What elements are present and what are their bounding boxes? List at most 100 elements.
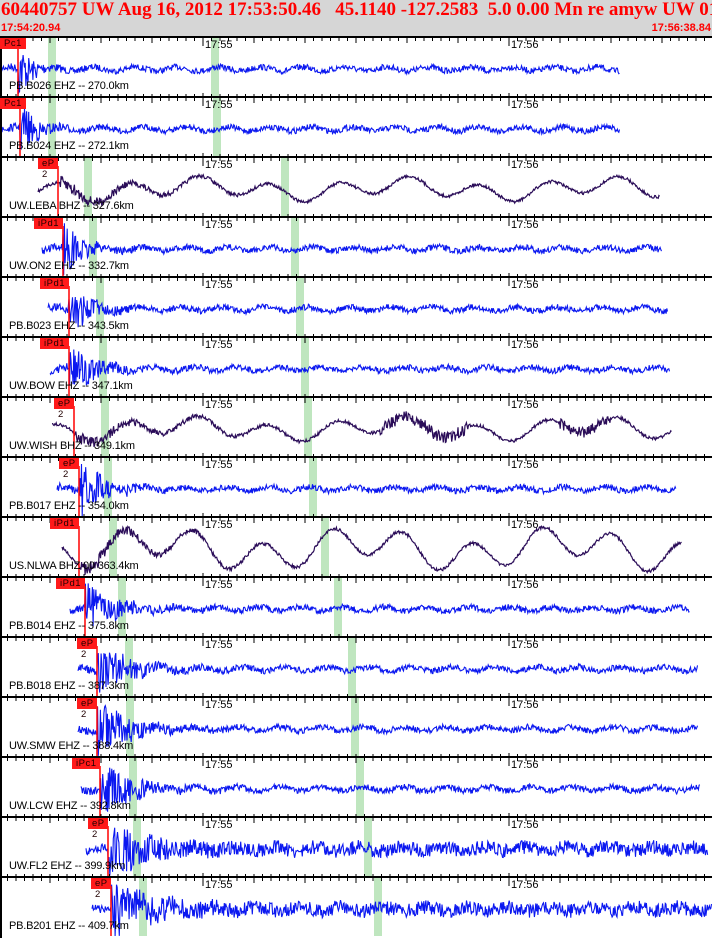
phase-pick-label[interactable]: Pc1 — [0, 98, 26, 109]
event-title: 60440757 UW Aug 16, 2012 17:53:50.46 45.… — [1, 0, 712, 20]
phase-pick-label[interactable]: eP 2 — [91, 878, 112, 900]
minute-label: 17:55 — [205, 819, 233, 831]
event-header: 60440757 UW Aug 16, 2012 17:53:50.46 45.… — [0, 0, 712, 36]
minute-label: 17:55 — [205, 159, 233, 171]
station-label: UW.BOW EHZ -- 347.1km — [9, 380, 133, 392]
minute-label: 17:56 — [511, 279, 539, 291]
phase-pick-label[interactable]: iPc1 — [72, 758, 101, 769]
minute-label: 17:56 — [511, 159, 539, 171]
minute-label: 17:56 — [511, 879, 539, 891]
waveform-trace — [0, 55, 620, 95]
waveform-trace — [49, 349, 671, 386]
station-label: UW.FL2 EHZ -- 399.9km — [9, 860, 126, 872]
waveform-trace — [0, 108, 621, 151]
waveform-trace — [51, 411, 672, 448]
minute-label: 17:55 — [205, 39, 233, 51]
station-label: US.NLWA BHZ 00 363.4km — [9, 560, 139, 572]
minute-label: 17:55 — [205, 639, 233, 651]
minute-label: 17:55 — [205, 759, 233, 771]
theoretical-arrival-marker — [334, 576, 342, 636]
window-start-time: 17:54:20.94 — [1, 22, 61, 34]
minute-label: 17:56 — [511, 639, 539, 651]
window-end-time: 17:56:38.84 — [651, 22, 711, 34]
theoretical-arrival-marker — [291, 216, 299, 276]
theoretical-arrival-marker — [374, 876, 382, 936]
minute-label: 17:55 — [205, 879, 233, 891]
station-label: PB.B023 EHZ -- 343.5km — [9, 320, 129, 332]
theoretical-arrival-marker — [109, 516, 117, 576]
theoretical-arrival-marker — [281, 156, 289, 216]
phase-pick-label[interactable]: eP 2 — [54, 398, 75, 420]
phase-pick-label[interactable]: iPd1 — [34, 218, 64, 229]
theoretical-arrival-marker — [211, 36, 219, 96]
phase-pick-label[interactable]: eP 2 — [59, 458, 80, 480]
minute-label: 17:56 — [511, 339, 539, 351]
station-label: PB.B014 EHZ -- 375.8km — [9, 620, 129, 632]
waveform-trace — [69, 583, 690, 627]
minute-label: 17:55 — [205, 459, 233, 471]
station-label: PB.B026 EHZ -- 270.0km — [9, 80, 129, 92]
minute-label: 17:55 — [205, 579, 233, 591]
station-label: PB.B024 EHZ -- 272.1km — [9, 140, 129, 152]
minute-label: 17:55 — [205, 699, 233, 711]
minute-label: 17:56 — [511, 759, 539, 771]
minute-label: 17:56 — [511, 579, 539, 591]
theoretical-arrival-marker — [356, 756, 364, 816]
station-label: UW.ON2 EHZ -- 332.7km — [9, 260, 129, 272]
station-label: UW.SMW EHZ -- 388.4km — [9, 740, 134, 752]
waveform-trace — [77, 704, 699, 756]
minute-label: 17:55 — [205, 279, 233, 291]
theoretical-arrival-marker — [301, 336, 309, 396]
minute-label: 17:55 — [205, 339, 233, 351]
minute-label: 17:56 — [511, 519, 539, 531]
station-label: UW.LEBA BHZ -- 327.6km — [9, 200, 134, 212]
minute-label: 17:55 — [205, 219, 233, 231]
station-label: PB.B018 EHZ -- 387.3km — [9, 680, 129, 692]
waveform-trace — [80, 767, 701, 812]
phase-pick-label[interactable]: eP 2 — [38, 158, 59, 180]
minute-label: 17:55 — [205, 99, 233, 111]
waveform-trace — [41, 223, 663, 276]
theoretical-arrival-marker — [213, 96, 221, 156]
phase-pick-label[interactable]: iPd1 — [56, 578, 86, 589]
phase-pick-label[interactable]: iPd1 — [40, 278, 70, 289]
theoretical-arrival-marker — [348, 636, 356, 696]
waveform-trace — [56, 463, 677, 517]
waveform-trace — [85, 827, 709, 876]
minute-label: 17:56 — [511, 699, 539, 711]
waveform-trace — [77, 652, 699, 693]
theoretical-arrival-marker — [304, 396, 312, 456]
minute-label: 17:56 — [511, 399, 539, 411]
phase-pick-label[interactable]: Pc1 — [0, 38, 26, 49]
theoretical-arrival-marker — [89, 216, 97, 276]
theoretical-arrival-marker — [321, 516, 329, 576]
waveform-canvas — [0, 36, 712, 938]
theoretical-arrival-marker — [48, 96, 56, 156]
theoretical-arrival-marker — [351, 696, 359, 756]
phase-pick-label[interactable]: eP 2 — [77, 638, 98, 660]
station-label: PB.B201 EHZ -- 409.7km — [9, 920, 129, 932]
station-label: PB.B017 EHZ -- 354.0km — [9, 500, 129, 512]
theoretical-arrival-marker — [296, 276, 304, 336]
theoretical-arrival-marker — [126, 696, 134, 756]
minute-label: 17:55 — [205, 519, 233, 531]
minute-label: 17:56 — [511, 219, 539, 231]
waveform-trace — [61, 525, 682, 575]
phase-pick-label[interactable]: iPd1 — [50, 518, 80, 529]
phase-pick-label[interactable]: eP 2 — [77, 698, 98, 720]
waveform-trace — [47, 296, 669, 328]
minute-label: 17:56 — [511, 459, 539, 471]
waveform-trace — [37, 172, 661, 207]
station-label: UW.WISH BHZ -- 349.1km — [9, 440, 135, 452]
minute-label: 17:55 — [205, 399, 233, 411]
theoretical-arrival-marker — [84, 156, 92, 216]
theoretical-arrival-marker — [129, 756, 137, 816]
theoretical-arrival-marker — [101, 396, 109, 456]
waveform-trace — [91, 884, 712, 937]
phase-pick-label[interactable]: eP 2 — [88, 818, 109, 840]
station-label: UW.LCW EHZ -- 392.8km — [9, 800, 131, 812]
minute-label: 17:56 — [511, 819, 539, 831]
minute-label: 17:56 — [511, 99, 539, 111]
phase-pick-label[interactable]: iPd1 — [40, 338, 70, 349]
minute-label: 17:56 — [511, 39, 539, 51]
